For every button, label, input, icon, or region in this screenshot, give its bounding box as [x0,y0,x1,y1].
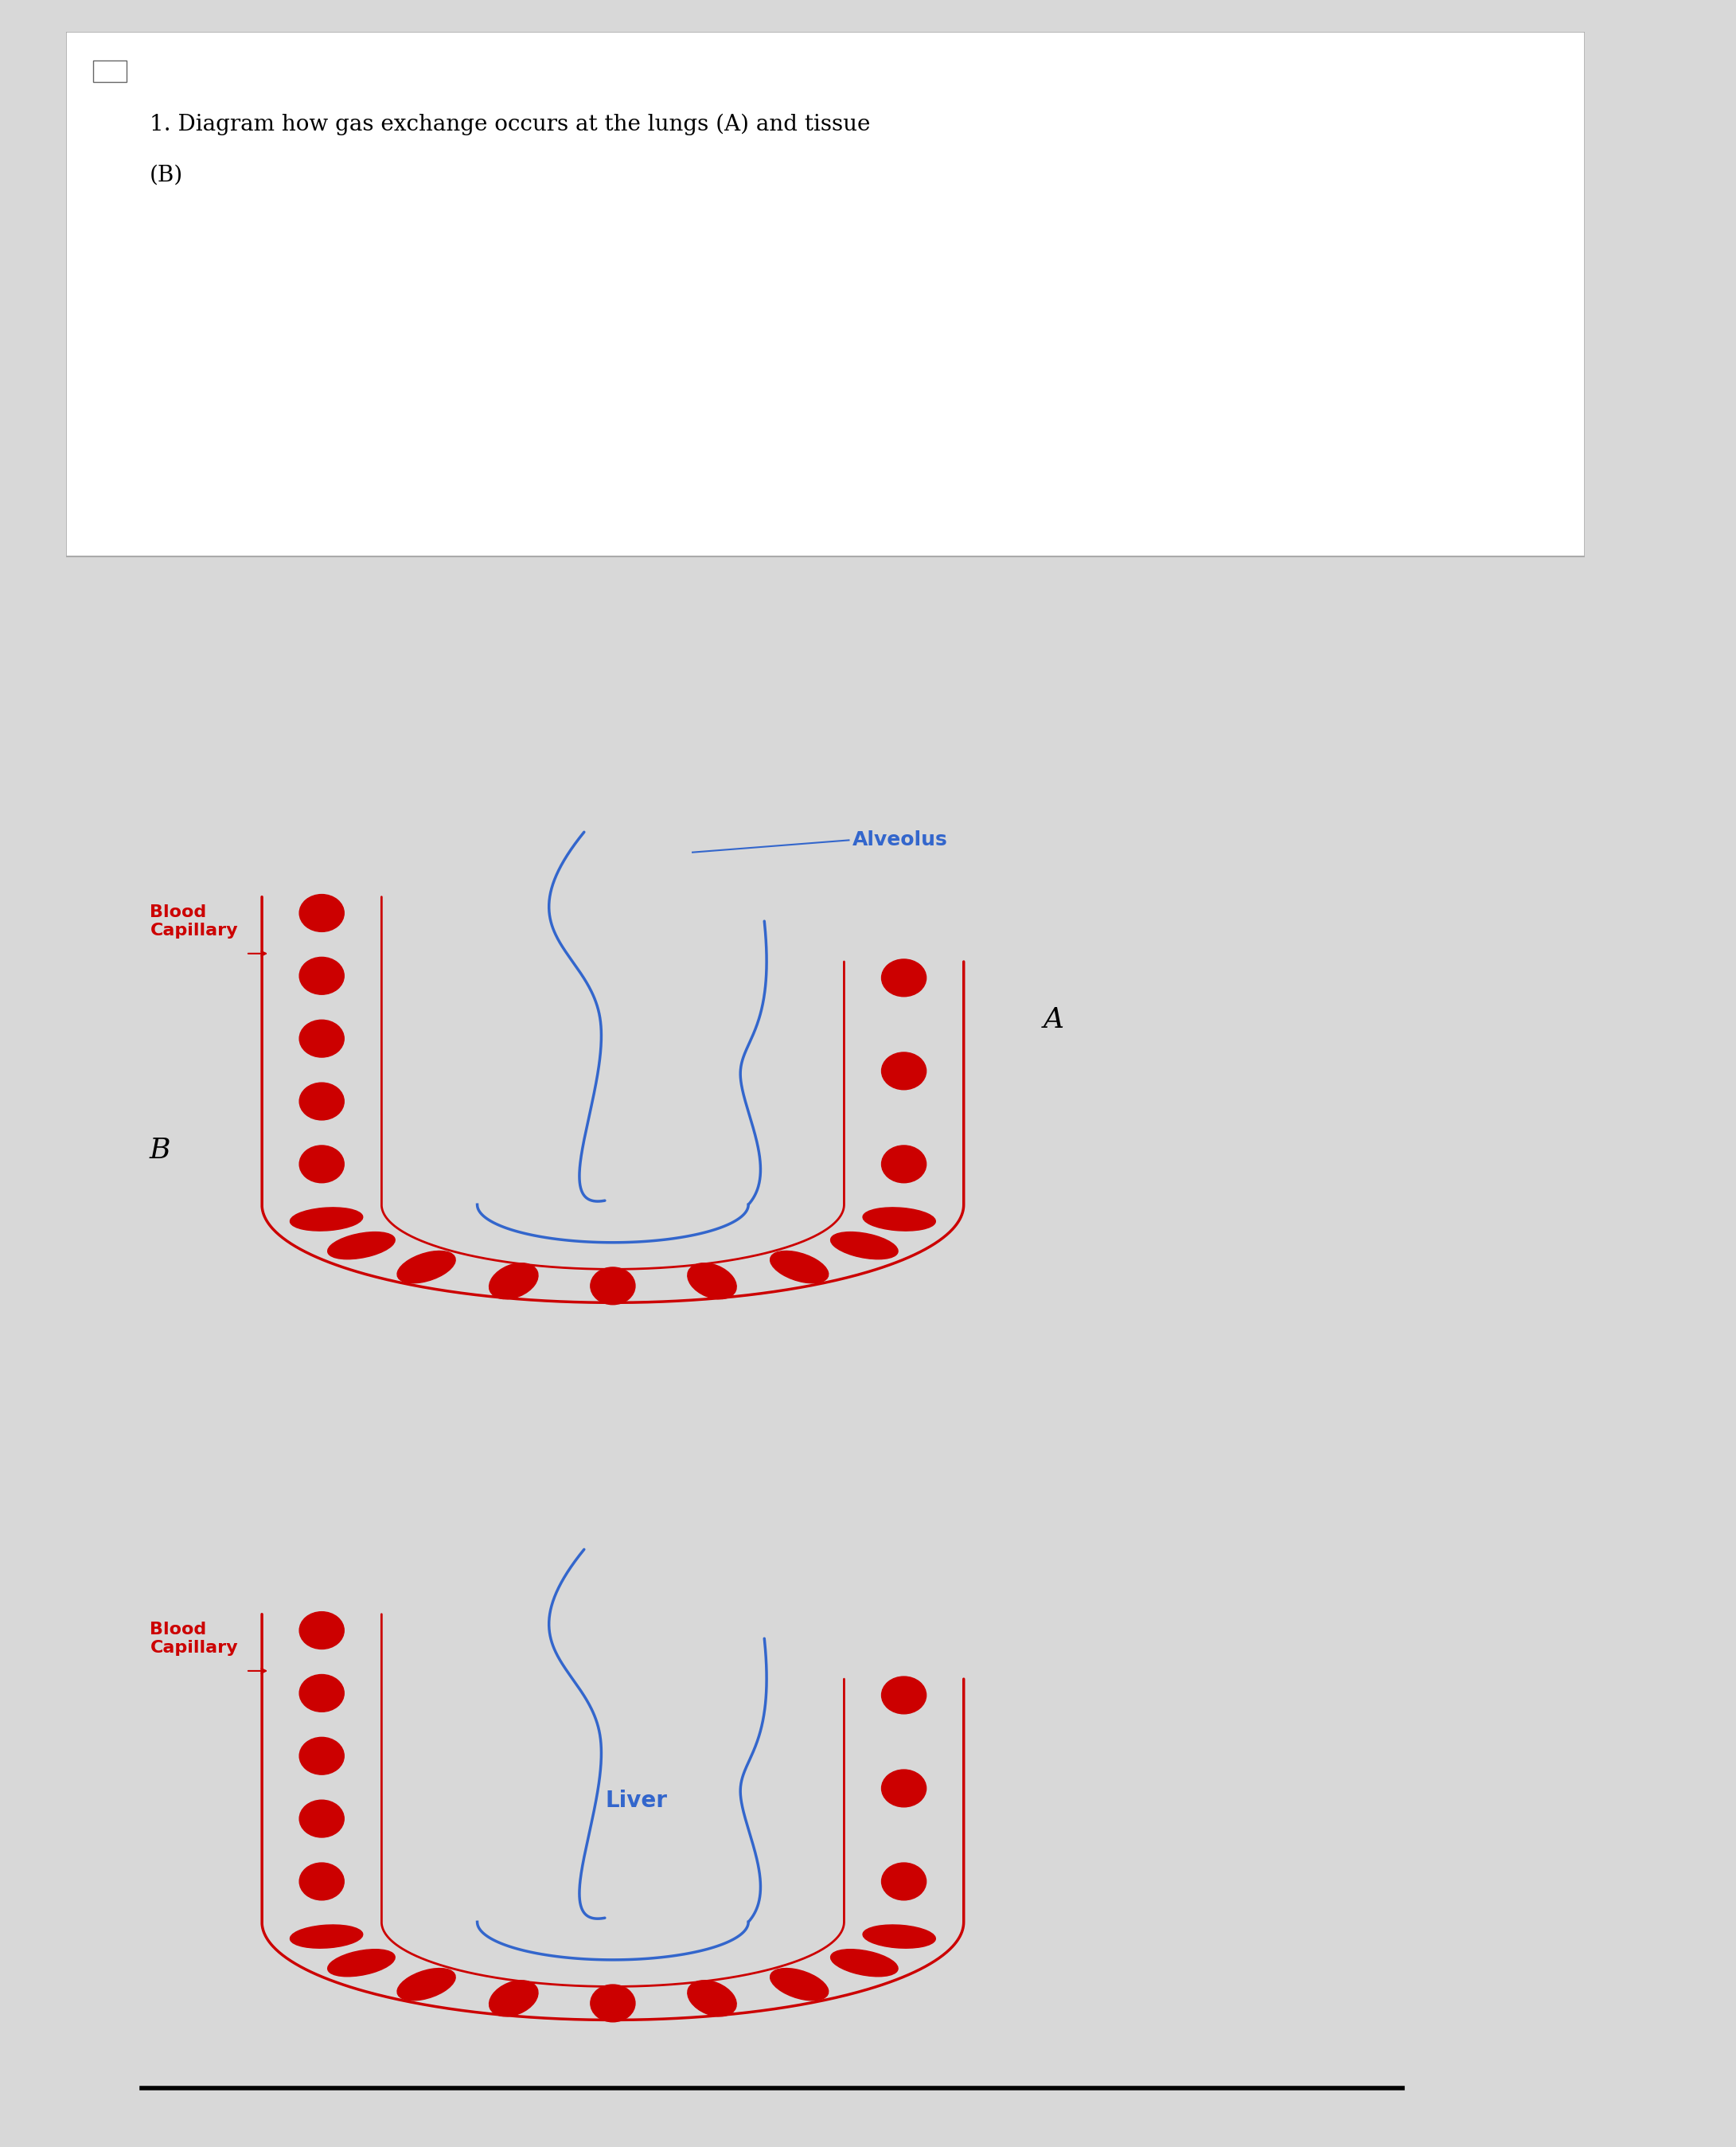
Ellipse shape [590,1984,635,2022]
Ellipse shape [299,1612,344,1649]
Ellipse shape [687,1980,736,2016]
Ellipse shape [398,1969,455,2001]
Ellipse shape [290,1926,363,1947]
Text: 1. Diagram how gas exchange occurs at the lungs (A) and tissue: 1. Diagram how gas exchange occurs at th… [149,114,870,135]
Ellipse shape [771,1252,828,1284]
Text: Blood
Capillary: Blood Capillary [149,904,238,938]
Ellipse shape [299,1020,344,1056]
Ellipse shape [490,1980,538,2016]
Ellipse shape [299,1799,344,1838]
Text: Alveolus: Alveolus [852,831,948,850]
Text: (B): (B) [149,165,182,187]
Ellipse shape [863,1207,936,1230]
Ellipse shape [299,1146,344,1183]
Ellipse shape [882,1864,927,1900]
Ellipse shape [299,958,344,994]
Ellipse shape [398,1252,455,1284]
Ellipse shape [771,1969,828,2001]
Text: Liver: Liver [606,1788,668,1812]
Ellipse shape [590,1267,635,1305]
Ellipse shape [299,895,344,932]
Text: A: A [1043,1007,1064,1033]
Ellipse shape [882,1146,927,1183]
Bar [66,32,1585,556]
Ellipse shape [290,1207,363,1230]
Ellipse shape [687,1262,736,1299]
Ellipse shape [299,1864,344,1900]
Text: Blood
Capillary: Blood Capillary [149,1621,238,1655]
Ellipse shape [490,1262,538,1299]
Ellipse shape [882,1052,927,1091]
Ellipse shape [328,1949,396,1977]
Text: B: B [149,1138,170,1164]
Ellipse shape [299,1737,344,1776]
Ellipse shape [863,1926,936,1947]
Ellipse shape [882,960,927,996]
Ellipse shape [830,1232,898,1258]
Bar [94,60,127,82]
Ellipse shape [299,1082,344,1121]
Ellipse shape [830,1949,898,1977]
Ellipse shape [328,1232,396,1258]
Ellipse shape [299,1675,344,1711]
Ellipse shape [882,1769,927,1808]
Ellipse shape [882,1677,927,1713]
